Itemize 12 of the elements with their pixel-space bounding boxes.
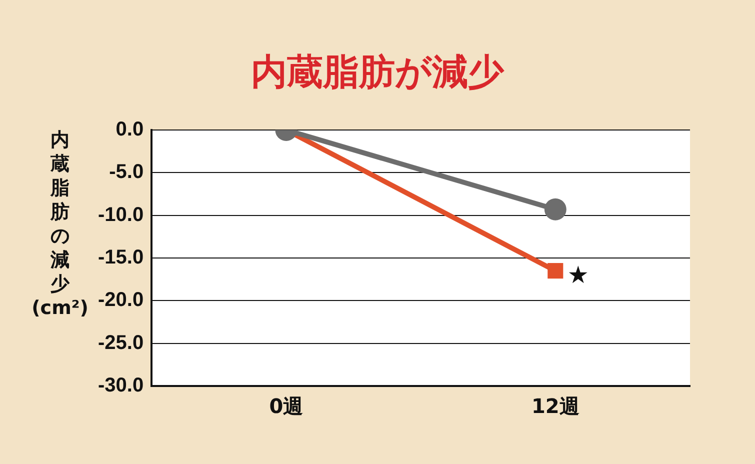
chart-title: 内蔵脂肪が減少: [250, 51, 506, 95]
y-tick-label: -30.0: [98, 374, 144, 397]
y-tick-label: -20.0: [98, 289, 144, 312]
y-tick-label: -25.0: [98, 332, 144, 354]
y-tick-label: -5.0: [109, 161, 144, 184]
y-tick-label: -15.0: [98, 246, 144, 269]
y-axis-title: 内蔵脂肪の減少(cm²): [30, 128, 90, 320]
x-tick-label: 0週: [269, 394, 304, 418]
x-tick-label: 12週: [531, 394, 580, 418]
y-tick-label: 0.0: [116, 118, 144, 141]
annotation: ★: [567, 261, 589, 290]
y-tick-label: -10.0: [98, 204, 144, 226]
